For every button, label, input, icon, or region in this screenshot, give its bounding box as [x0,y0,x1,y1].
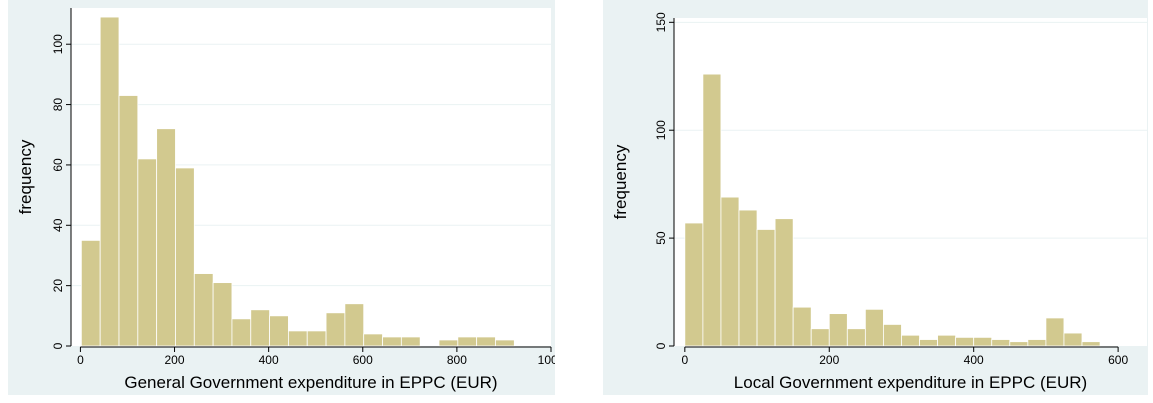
histogram-bar-4 [156,128,176,347]
histogram-bar-18 [1009,341,1029,347]
histogram-bar-17 [400,336,421,347]
histogram-bar-16 [973,336,993,347]
local-gov-histogram: 0 50 100 150 0 200 400 600 Local Government expe… [611,12,1147,392]
histogram-bar-3 [738,209,758,347]
y-axis-title: frequency [611,144,630,219]
histogram-bar-2 [118,95,139,347]
histogram-bar-13 [919,339,938,347]
histogram-bar-10 [269,315,289,347]
histogram-bar-20 [1045,317,1065,347]
histogram-bar-12 [901,334,920,347]
histogram-bar-10 [864,308,884,347]
general-gov-histogram: 02040608010002004006008001000General Gov… [16,8,565,392]
histogram-bar-22 [495,339,515,347]
x-tick-label-2: 400 [259,353,279,367]
histogram-bar-7 [810,328,830,347]
histogram-bar-9 [846,328,866,347]
y-tick-label-1: 50 [654,231,668,245]
x-tick-label-2: 400 [964,353,984,367]
y-tick-label-1: 20 [51,279,65,293]
histogram-bar-19 [1027,339,1047,347]
histogram-bar-1 [99,16,120,347]
histogram-bar-8 [828,313,848,347]
y-tick-label-2: 40 [51,218,65,232]
histogram-bar-14 [937,334,957,347]
histogram-bar-4 [756,229,776,347]
histogram-bar-13 [325,312,346,347]
histogram-bar-12 [306,330,327,347]
histogram-bar-19 [438,339,459,347]
histogram-bar-0 [80,239,101,347]
y-tick-label-3: 60 [51,158,65,172]
histogram-bar-6 [792,306,812,347]
y-tick-label-5: 100 [51,34,65,54]
x-tick-label-0: 0 [77,353,84,367]
x-tick-label-4: 800 [447,353,467,367]
x-tick-label-1: 200 [165,353,185,367]
left-chart-panel: 02040608010002004006008001000General Gov… [8,0,565,395]
y-tick-label-4: 80 [51,98,65,112]
histogram-bar-1 [702,73,722,347]
y-tick-label-0: 0 [654,342,668,349]
histogram-bar-11 [288,330,308,347]
histogram-bar-7 [212,282,233,347]
histogram-bar-5 [774,218,794,347]
right-chart-panel: 0 50 100 150 0 200 400 600 Local Government expe… [603,0,1148,395]
histogram-bar-5 [175,167,195,347]
x-tick-label-3: 600 [353,353,373,367]
x-axis-title: General Government expenditure in EPPC (… [124,373,497,392]
histogram-bar-3 [137,158,158,347]
histogram-bar-14 [344,303,365,347]
y-axis-title: frequency [16,139,35,214]
histogram-bar-22 [1081,341,1101,347]
histogram-bar-11 [883,324,902,347]
histogram-bar-6 [193,273,214,347]
x-axis-title: Local Government expenditure in EPPC (EU… [734,373,1087,392]
histogram-bar-9 [250,309,270,347]
x-tick-label-1: 200 [819,353,839,367]
y-tick-label-0: 0 [51,342,65,349]
histogram-bar-16 [382,336,402,347]
histogram-bar-15 [955,336,975,347]
y-tick-label-3: 150 [654,12,668,32]
histogram-bar-17 [991,339,1011,347]
histogram-bar-21 [1063,332,1083,347]
x-tick-label-3: 600 [1108,353,1128,367]
histogram-bar-21 [476,336,496,347]
y-tick-label-2: 100 [654,120,668,140]
x-tick-label-0: 0 [681,353,688,367]
histogram-bar-2 [720,196,740,347]
histogram-bar-15 [363,333,383,347]
histogram-bar-0 [684,222,704,347]
histogram-bar-8 [231,318,252,347]
histogram-bar-20 [457,336,478,347]
